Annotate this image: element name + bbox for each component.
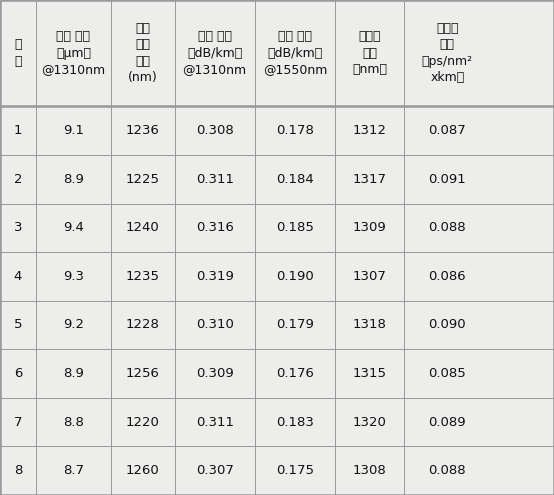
Text: 0.090: 0.090 [429, 318, 466, 332]
Text: 零色散
波长
（nm）: 零色散 波长 （nm） [352, 30, 387, 76]
Text: 0.087: 0.087 [428, 124, 466, 137]
Text: 0.184: 0.184 [276, 173, 314, 186]
Text: 1228: 1228 [126, 318, 160, 332]
Text: 0.091: 0.091 [428, 173, 466, 186]
Text: 0.089: 0.089 [429, 416, 466, 429]
Text: 1308: 1308 [353, 464, 387, 477]
Text: 衰减 系数
（dB/km）
@1310nm: 衰减 系数 （dB/km） @1310nm [183, 30, 247, 76]
Text: 9.3: 9.3 [63, 270, 84, 283]
Text: 1225: 1225 [126, 173, 160, 186]
Text: 0.309: 0.309 [196, 367, 234, 380]
Text: 2: 2 [14, 173, 22, 186]
Text: 0.185: 0.185 [276, 221, 314, 234]
Text: 零色散
斜率
（ps/nm²
xkm）: 零色散 斜率 （ps/nm² xkm） [422, 22, 473, 85]
Text: 1220: 1220 [126, 416, 160, 429]
Text: 1318: 1318 [353, 318, 387, 332]
Text: 衰减 系数
（dB/km）
@1550nm: 衰减 系数 （dB/km） @1550nm [263, 30, 327, 76]
Text: 0.088: 0.088 [429, 464, 466, 477]
Text: 3: 3 [14, 221, 22, 234]
Text: 8.9: 8.9 [63, 173, 84, 186]
Text: 0.308: 0.308 [196, 124, 234, 137]
Text: 0.311: 0.311 [196, 416, 234, 429]
Text: 1236: 1236 [126, 124, 160, 137]
Text: 光缆
截止
波长
(nm): 光缆 截止 波长 (nm) [128, 22, 157, 85]
Text: 0.175: 0.175 [276, 464, 314, 477]
Text: 0.310: 0.310 [196, 318, 234, 332]
Text: 1260: 1260 [126, 464, 160, 477]
Text: 0.190: 0.190 [276, 270, 314, 283]
Text: 0.316: 0.316 [196, 221, 234, 234]
Text: 0.319: 0.319 [196, 270, 234, 283]
Text: 0.176: 0.176 [276, 367, 314, 380]
Text: 1317: 1317 [353, 173, 387, 186]
Text: 模场 直径
（μm）
@1310nm: 模场 直径 （μm） @1310nm [42, 30, 105, 76]
Text: 1312: 1312 [353, 124, 387, 137]
Text: 8.8: 8.8 [63, 416, 84, 429]
Text: 7: 7 [14, 416, 22, 429]
Text: 1320: 1320 [353, 416, 387, 429]
Text: 4: 4 [14, 270, 22, 283]
Text: 0.178: 0.178 [276, 124, 314, 137]
Text: 1315: 1315 [353, 367, 387, 380]
Text: 9.1: 9.1 [63, 124, 84, 137]
Text: 0.088: 0.088 [429, 221, 466, 234]
Text: 0.086: 0.086 [429, 270, 466, 283]
Text: 0.307: 0.307 [196, 464, 234, 477]
Text: 8.7: 8.7 [63, 464, 84, 477]
Text: 1307: 1307 [353, 270, 387, 283]
Text: 8: 8 [14, 464, 22, 477]
Text: 5: 5 [14, 318, 22, 332]
Text: 1240: 1240 [126, 221, 160, 234]
Text: 6: 6 [14, 367, 22, 380]
Text: 序
号: 序 号 [14, 39, 22, 68]
Text: 0.183: 0.183 [276, 416, 314, 429]
Text: 1235: 1235 [126, 270, 160, 283]
Text: 0.311: 0.311 [196, 173, 234, 186]
Text: 1256: 1256 [126, 367, 160, 380]
Text: 0.085: 0.085 [428, 367, 466, 380]
Text: 9.2: 9.2 [63, 318, 84, 332]
Text: 1309: 1309 [353, 221, 387, 234]
Text: 1: 1 [14, 124, 22, 137]
Text: 0.179: 0.179 [276, 318, 314, 332]
Text: 9.4: 9.4 [63, 221, 84, 234]
Text: 8.9: 8.9 [63, 367, 84, 380]
